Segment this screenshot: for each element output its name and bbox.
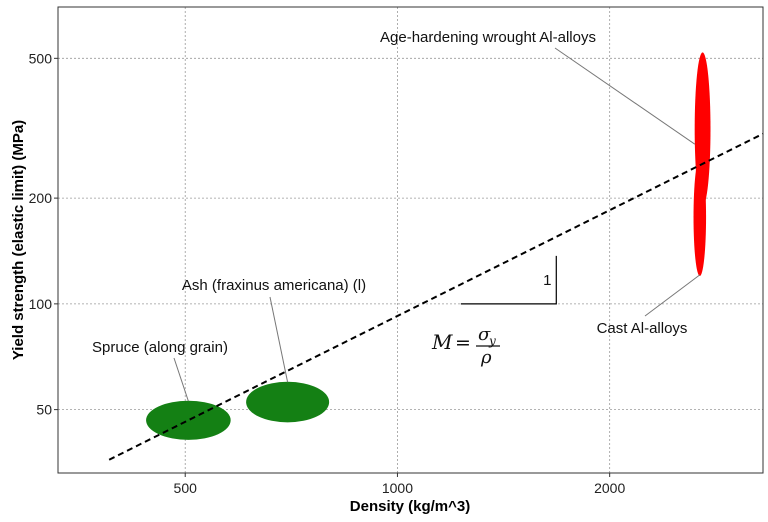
formula-lhs: M	[431, 330, 453, 354]
performance-index-formula: M = σ y ρ	[431, 324, 500, 368]
formula-numerator-subscript: y	[488, 334, 496, 348]
y-tick-label: 50	[36, 402, 52, 418]
x-tick-label: 500	[174, 480, 198, 496]
leader-line-0	[173, 357, 189, 402]
y-tick-label: 200	[29, 190, 53, 206]
material-region-3	[693, 158, 707, 277]
material-label-1: Ash (fraxinus americana) (l)	[182, 277, 366, 294]
x-tick-label: 2000	[594, 480, 625, 496]
material-label-3: Cast Al-alloys	[597, 320, 688, 337]
x-axis-ticks: 500 1000 2000	[174, 473, 625, 496]
y-axis-title: Yield strength (elastic limit) (MPa)	[10, 120, 27, 360]
leader-line-2	[554, 47, 696, 145]
leader-line-1	[269, 296, 289, 383]
material-label-0: Spruce (along grain)	[92, 339, 228, 356]
formula-equals: =	[455, 332, 471, 354]
leader-line-3	[644, 274, 701, 317]
x-tick-label: 1000	[382, 480, 413, 496]
annotations: Spruce (along grain) Ash (fraxinus americ…	[92, 29, 701, 402]
formula-denominator: ρ	[480, 347, 492, 368]
x-axis-title: Density (kg/m^3)	[350, 498, 470, 515]
y-axis-ticks: 50 100 200 500	[29, 50, 58, 418]
formula-numerator: σ	[478, 324, 491, 345]
slope-label: 1	[543, 272, 551, 289]
slope-triangle	[460, 255, 557, 305]
guideline-group: 1	[108, 132, 764, 461]
y-tick-label: 500	[29, 50, 53, 66]
material-region-1	[246, 381, 330, 423]
y-tick-label: 100	[29, 296, 53, 312]
guideline-dashed	[108, 132, 764, 461]
material-label-2: Age-hardening wrought Al-alloys	[380, 29, 596, 46]
plot-frame	[57, 6, 764, 474]
